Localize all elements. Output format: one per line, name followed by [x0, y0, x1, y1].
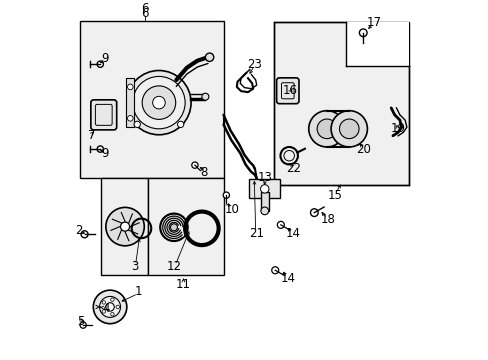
Circle shape — [80, 322, 86, 328]
Circle shape — [105, 303, 114, 311]
Text: 10: 10 — [224, 203, 239, 216]
Circle shape — [100, 296, 120, 318]
Circle shape — [97, 146, 103, 152]
Text: 6: 6 — [141, 2, 148, 15]
Text: 5: 5 — [77, 315, 84, 328]
Text: 16: 16 — [282, 84, 297, 97]
Bar — [101, 178, 148, 275]
Text: 13: 13 — [258, 171, 272, 184]
Circle shape — [277, 221, 284, 228]
Bar — [80, 21, 223, 178]
Circle shape — [134, 121, 140, 127]
Circle shape — [177, 121, 183, 127]
Circle shape — [308, 111, 345, 147]
Text: 14: 14 — [280, 273, 295, 285]
Bar — [274, 22, 408, 185]
Bar — [345, 22, 408, 66]
Text: 2: 2 — [75, 224, 82, 237]
Circle shape — [142, 86, 175, 120]
Circle shape — [132, 76, 185, 129]
Text: 21: 21 — [249, 227, 264, 240]
Text: 23: 23 — [247, 58, 262, 71]
Circle shape — [191, 162, 198, 168]
Text: 22: 22 — [285, 162, 300, 175]
Bar — [248, 179, 280, 198]
Text: 20: 20 — [355, 143, 370, 156]
Circle shape — [93, 290, 126, 324]
Text: 17: 17 — [366, 16, 381, 29]
Circle shape — [260, 185, 268, 193]
Text: 3: 3 — [131, 260, 138, 273]
Circle shape — [152, 96, 165, 109]
Text: 12: 12 — [167, 260, 182, 273]
Bar — [148, 178, 223, 275]
Circle shape — [205, 53, 213, 62]
Text: 6: 6 — [141, 7, 148, 20]
Circle shape — [223, 192, 229, 198]
Circle shape — [202, 93, 208, 100]
Circle shape — [317, 119, 336, 139]
Bar — [125, 78, 134, 127]
Text: 19: 19 — [390, 122, 405, 135]
Text: 1: 1 — [134, 285, 142, 298]
Circle shape — [126, 71, 191, 135]
Text: 9: 9 — [101, 53, 108, 66]
Circle shape — [271, 267, 278, 274]
Circle shape — [170, 224, 177, 231]
Circle shape — [310, 209, 318, 216]
Text: 14: 14 — [285, 227, 300, 240]
Circle shape — [127, 116, 133, 121]
Circle shape — [339, 119, 358, 139]
Circle shape — [261, 207, 268, 215]
Text: 8: 8 — [200, 166, 207, 179]
Circle shape — [97, 61, 103, 67]
Text: 7: 7 — [88, 129, 95, 142]
FancyBboxPatch shape — [276, 78, 298, 104]
Circle shape — [359, 29, 366, 37]
Bar — [261, 192, 268, 211]
Text: 4: 4 — [102, 302, 110, 315]
Text: 15: 15 — [327, 189, 342, 202]
Text: 11: 11 — [176, 278, 190, 291]
Text: 9: 9 — [101, 147, 108, 160]
Circle shape — [81, 231, 88, 238]
Circle shape — [105, 207, 144, 246]
Circle shape — [330, 111, 366, 147]
Text: 18: 18 — [320, 213, 335, 226]
Circle shape — [127, 84, 133, 90]
FancyBboxPatch shape — [91, 100, 117, 130]
Circle shape — [120, 222, 129, 231]
